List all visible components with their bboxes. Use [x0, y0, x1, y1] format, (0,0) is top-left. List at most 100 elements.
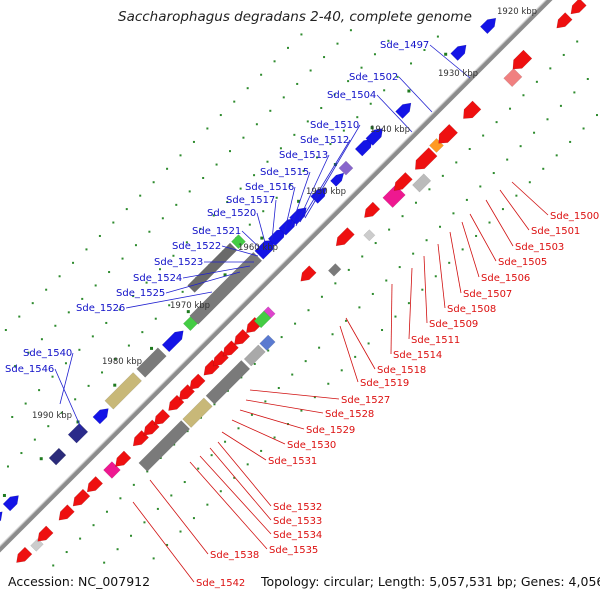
reverse-leader-line: [249, 389, 340, 400]
gc-dot: [542, 167, 545, 170]
gc-dot: [535, 80, 538, 83]
gc-dot: [64, 362, 67, 365]
gc-dot: [81, 297, 84, 300]
gene-reverse: [205, 360, 251, 405]
gc-dot: [127, 344, 130, 347]
reverse-leader-line: [423, 255, 428, 324]
gc-dot: [175, 203, 178, 206]
scale-tick: [407, 89, 411, 93]
reverse-gene-label: Sde_1527: [341, 395, 390, 406]
gc-dot: [515, 194, 518, 197]
scale-tick: [444, 52, 448, 56]
gc-dot: [105, 510, 108, 513]
gc-dot: [452, 212, 455, 215]
gc-dot: [250, 413, 253, 416]
reverse-leader-line: [132, 501, 195, 583]
forward-leader-line: [221, 245, 259, 257]
scale-tick: [186, 310, 190, 314]
gc-dot: [264, 400, 267, 403]
forward-leader-line: [165, 271, 241, 294]
gc-dot: [215, 163, 218, 166]
gc-dot: [248, 223, 251, 226]
gc-dot: [152, 557, 155, 560]
gene-reverse: [259, 334, 276, 351]
gc-dot: [11, 415, 14, 418]
gc-dot: [323, 56, 326, 59]
forward-leader-line: [289, 171, 311, 231]
gc-dot: [509, 107, 512, 110]
gc-dot: [159, 268, 162, 271]
gc-dot: [192, 517, 195, 520]
gc-dot: [65, 551, 68, 554]
scale-tick: [2, 493, 6, 497]
gc-dot: [289, 183, 292, 186]
gc-dot: [461, 248, 464, 251]
gc-dot: [269, 109, 272, 112]
gc-dot: [210, 454, 213, 457]
gc-dot: [242, 136, 245, 139]
gc-dot: [300, 409, 303, 412]
gc-dot: [522, 94, 525, 97]
gc-dot: [369, 102, 372, 105]
gc-dot: [423, 49, 426, 52]
gc-dot: [91, 335, 94, 338]
gc-dot: [495, 121, 498, 124]
gc-dot: [286, 46, 289, 49]
gc-dot: [573, 91, 576, 94]
gene-forward: [479, 17, 497, 35]
gc-dot: [294, 322, 297, 325]
forward-leader-line: [182, 265, 251, 279]
gc-dot: [192, 140, 195, 143]
gc-dot: [87, 384, 90, 387]
gc-dot: [101, 371, 104, 374]
gc-dot: [412, 252, 415, 255]
gc-dot: [421, 288, 424, 291]
gc-dot: [54, 324, 57, 327]
gc-dot: [479, 185, 482, 188]
leader-lines-layer: [54, 44, 549, 583]
gc-dot: [329, 143, 332, 146]
reverse-gene-label: Sde_1508: [447, 304, 496, 315]
reverse-gene-label: Sde_1501: [531, 226, 580, 237]
gene-reverse: [72, 488, 91, 507]
gene-reverse: [463, 100, 482, 119]
forward-gene-label: Sde_1512: [300, 135, 349, 146]
forward-leader-line: [398, 76, 433, 113]
gc-dot: [528, 181, 531, 184]
forward-gene-label: Sde_1523: [154, 257, 203, 268]
reverse-leader-line: [209, 447, 272, 521]
gc-dot: [185, 241, 188, 244]
gc-dot: [320, 295, 323, 298]
gc-dot: [293, 133, 296, 136]
forward-gene-label: Sde_1525: [116, 288, 165, 299]
gc-dot: [273, 436, 276, 439]
gene-reverse: [30, 538, 44, 552]
gc-dot: [233, 476, 236, 479]
gc-dot: [280, 336, 283, 339]
gc-dot: [569, 140, 572, 143]
gc-dot: [45, 288, 48, 291]
gc-dot: [414, 201, 417, 204]
gc-dot: [51, 375, 54, 378]
reverse-gene-label: Sde_1519: [360, 378, 409, 389]
gc-dot: [371, 292, 374, 295]
reverse-gene-label: Sde_1532: [273, 502, 322, 513]
forward-leader-line: [283, 186, 296, 235]
backbone-layer: [0, 0, 553, 553]
kbp-tick-label: 1950 kbp: [306, 187, 346, 197]
gc-dot: [246, 87, 249, 90]
gc-dot: [260, 73, 263, 76]
reverse-leader-line: [511, 181, 549, 216]
reverse-gene-label: Sde_1533: [273, 516, 322, 527]
reverse-leader-line: [485, 199, 514, 247]
gc-dot: [6, 465, 9, 468]
reverse-leader-line: [449, 231, 462, 294]
gc-dot: [206, 127, 209, 130]
gc-dot: [94, 284, 97, 287]
gc-dot: [24, 402, 27, 405]
gc-dot: [475, 234, 478, 237]
gc-dot: [358, 306, 361, 309]
forward-leader-line: [376, 94, 413, 133]
gene-forward: [254, 239, 275, 260]
gene-reverse: [512, 49, 533, 70]
